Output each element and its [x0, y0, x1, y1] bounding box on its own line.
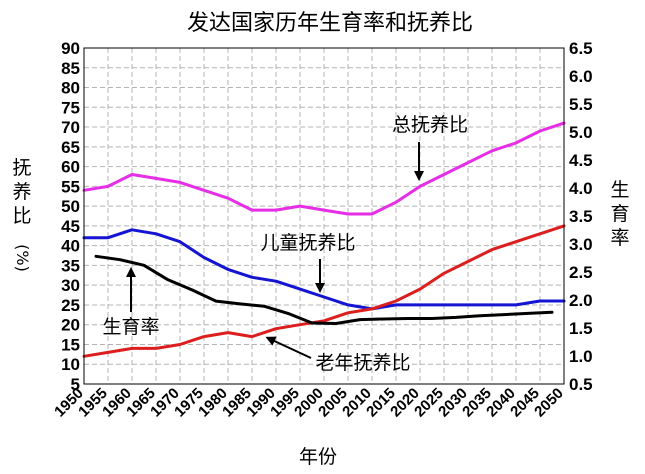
annotation-elderly-arrow: [265, 336, 312, 359]
y-label-right-char: 育: [610, 203, 629, 225]
series-line-3: [94, 254, 554, 325]
y-label-right-char: 率: [610, 227, 629, 249]
y-tick-label-left: 20: [61, 316, 80, 335]
annotation-fertility: 生育率: [102, 267, 160, 338]
y-tick-label-right: 4.0: [569, 179, 593, 198]
y-tick-label-left: 90: [61, 39, 80, 58]
y-tick-label-left: 75: [61, 98, 80, 117]
y-tick-label-right: 5.0: [569, 123, 593, 142]
y-tick-label-left: 55: [61, 177, 80, 196]
y-tick-label-left: 30: [61, 276, 80, 295]
y-tick-label-left: 65: [61, 138, 80, 157]
annotation-child-label: 儿童抚养比: [260, 232, 355, 254]
y-label-right-char: 生: [610, 179, 629, 201]
y-axis-label-right: 生 育 率: [610, 179, 629, 249]
y-tick-label-left: 15: [61, 335, 80, 354]
y-tick-label-right: 5.5: [569, 95, 593, 114]
y-tick-label-right: 0.5: [569, 375, 593, 394]
y-tick-label-left: 35: [61, 256, 80, 275]
plot-frame: [83, 47, 565, 385]
x-tick-label: 2050: [531, 385, 567, 421]
y-tick-label-right: 2.5: [569, 263, 593, 282]
y-tick-label-left: 70: [61, 118, 80, 137]
y-tick-label-right: 2.0: [569, 291, 593, 310]
series-lines: [82, 121, 566, 358]
y-label-left-char: 比: [12, 205, 31, 227]
annotation-total-label: 总抚养比: [392, 114, 468, 136]
series-line-2: [82, 224, 566, 358]
y-tick-label-left: 40: [61, 237, 80, 256]
y-tick-label-right: 1.0: [569, 347, 593, 366]
y-tick-label-left: 80: [61, 79, 80, 98]
y-tick-label-left: 50: [61, 197, 80, 216]
y-tick-label-left: 60: [61, 158, 80, 177]
series-line-1: [82, 228, 566, 311]
y-tick-label-left: 25: [61, 296, 80, 315]
y-tick-label-left: 10: [61, 355, 80, 374]
y-tick-label-left: 5: [71, 375, 80, 394]
series-line-0: [82, 121, 566, 216]
annotation-elderly-label: 老年抚养比: [315, 352, 410, 374]
y-axis-label-left: 抚 养 比 (%): [12, 157, 32, 272]
y-tick-label-right: 6.5: [569, 39, 593, 58]
y-tick-label-right: 3.0: [569, 235, 593, 254]
y-tick-label-right: 6.0: [569, 67, 593, 86]
y-tick-label-right: 1.5: [569, 319, 593, 338]
y-label-left-unit: (%): [13, 244, 32, 272]
y-tick-label-right: 3.5: [569, 207, 593, 226]
y-label-left-char: 抚: [12, 157, 31, 179]
annotation-child: 儿童抚养比: [260, 232, 356, 293]
annotation-elderly: 老年抚养比: [265, 336, 411, 374]
annotation-total: 总抚养比: [392, 114, 468, 181]
y-tick-label-right: 4.5: [569, 151, 593, 170]
y-tick-label-left: 45: [61, 217, 80, 236]
y-tick-label-left: 85: [61, 59, 80, 78]
x-axis-label: 年份: [299, 446, 337, 468]
annotation-fertility-label: 生育率: [102, 316, 159, 338]
chart-title: 发达国家历年生育率和抚养比: [187, 11, 473, 36]
y-label-left-char: 养: [12, 181, 31, 203]
